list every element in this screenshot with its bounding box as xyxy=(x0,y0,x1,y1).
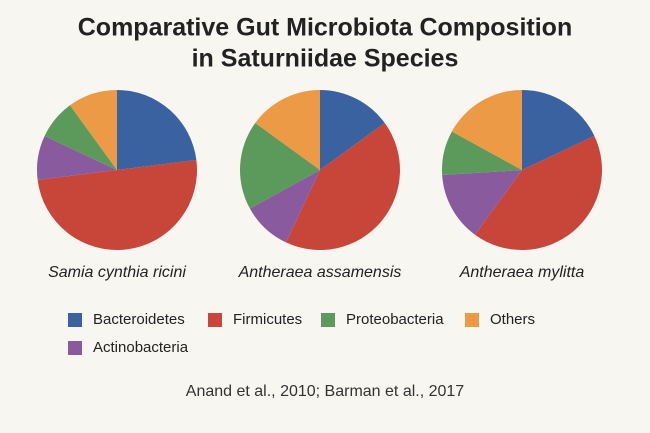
legend-swatch xyxy=(68,313,82,327)
legend-label: Firmicutes xyxy=(233,311,302,328)
pie-slice xyxy=(442,131,522,176)
legend-swatch xyxy=(68,341,82,355)
pie-slice xyxy=(37,135,118,181)
pie-label: Antheraea mylitta xyxy=(459,264,585,281)
pie-slice xyxy=(69,90,117,170)
pie-slice xyxy=(239,122,320,209)
pie-label: Samia cynthia ricini xyxy=(48,264,186,281)
legend-swatch xyxy=(465,313,479,327)
legend-swatch xyxy=(208,313,222,327)
legend-label: Others xyxy=(490,311,535,328)
pie-slice xyxy=(117,90,197,170)
source: Anand et al., 2010; Barman et al., 2017 xyxy=(186,383,465,400)
pie-slice xyxy=(320,90,385,170)
legend-label: Proteobacteria xyxy=(346,311,444,328)
pie-slice xyxy=(255,90,320,170)
chart-title: Comparative Gut Microbiota Composition xyxy=(78,14,572,42)
legend-label: Bacteroidetes xyxy=(93,311,185,328)
legend-swatch xyxy=(321,313,335,327)
pie-label: Antheraea assamensis xyxy=(238,264,402,281)
pie-slice xyxy=(44,105,118,170)
pie-slice xyxy=(451,90,522,170)
pie-slice xyxy=(442,170,522,235)
pie-slice xyxy=(522,90,595,170)
pie-slice xyxy=(285,122,400,251)
pie-slice xyxy=(474,135,602,251)
chart-title: in Saturniidae Species xyxy=(192,45,459,73)
pie-slice xyxy=(37,159,197,250)
pie-slice xyxy=(249,170,320,243)
legend-label: Actinobacteria xyxy=(93,339,189,356)
